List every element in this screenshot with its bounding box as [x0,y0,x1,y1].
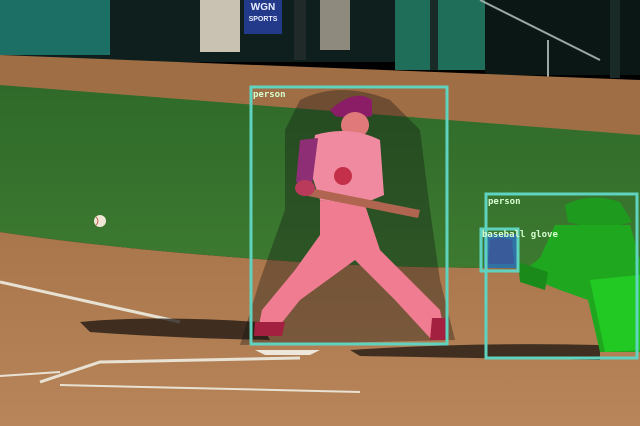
batter-sleeve [296,138,318,185]
bbox-catcher [484,192,639,360]
baseball-glove [488,238,514,264]
batter-helmet [330,95,372,118]
batter-cleat-right [430,318,448,340]
detection-overlays [249,85,639,360]
infield-dirt [0,232,640,426]
batter-figure [254,95,448,340]
catcher-shin-guard [590,275,640,352]
wgn-sports-sign: WGN SPORTS [244,0,282,34]
batter-cleat-left [254,322,285,336]
player-shadows [80,318,600,360]
field-markings [0,280,361,393]
baseball [94,215,106,227]
catcher-helmet [565,197,632,230]
bbox-batter [249,85,449,346]
sign-text-sports: SPORTS [249,16,278,23]
label-batter: person [253,90,286,100]
label-catcher: person [488,197,521,207]
catcher-figure [518,197,640,352]
label-glove: baseball glove [482,230,558,240]
batter-hands [295,180,315,196]
catcher-arm [518,262,548,290]
sign-text-wgn: WGN [251,2,275,13]
baseball-bat [308,188,420,218]
jersey-logo [334,167,352,185]
batter-pants [258,200,445,338]
bbox-glove [479,227,520,273]
stands-background [0,0,640,78]
home-plate [255,350,320,355]
warning-track [0,55,640,140]
